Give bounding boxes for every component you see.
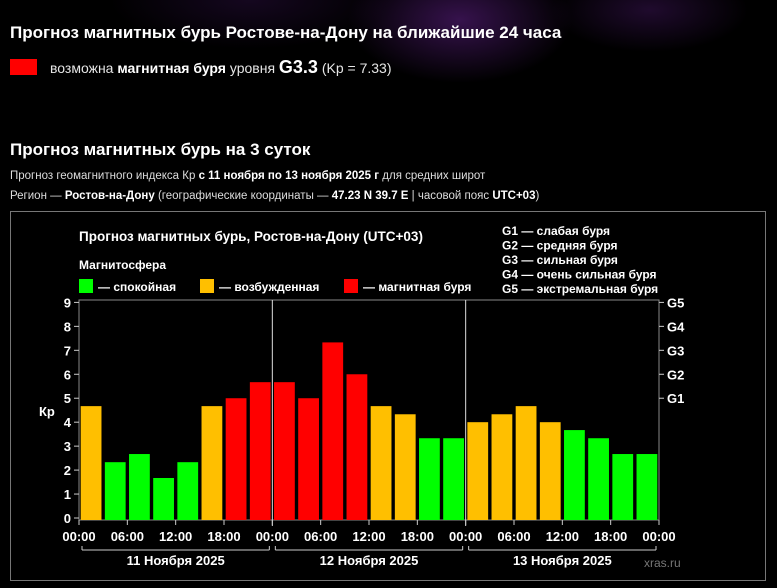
x-tick-label-10: 12:00 — [546, 529, 579, 544]
g-legend-item-2: G3 — сильная буря — [502, 253, 618, 267]
y-axis-label: Кр — [39, 404, 55, 419]
y-tick-label-0: 0 — [64, 511, 71, 526]
subtitle-suffix: для средних широт — [382, 170, 486, 182]
x-tick-label-4: 00:00 — [256, 529, 289, 544]
forecast-subtitle: Прогноз геомагнитного индекса Кр с 11 но… — [10, 170, 485, 182]
legend-label-2: — магнитная буря — [363, 280, 471, 294]
y-tick-label-2: 2 — [64, 463, 71, 478]
bar-5 — [201, 406, 223, 520]
x-tick-label-11: 18:00 — [594, 529, 627, 544]
x-tick-label-5: 06:00 — [304, 529, 337, 544]
g-tick-label-0: G1 — [667, 391, 684, 406]
x-tick-label-12: 00:00 — [642, 529, 675, 544]
g-legend-item-1: G2 — средняя буря — [502, 239, 618, 253]
y-tick-label-7: 7 — [64, 343, 71, 358]
region-subtitle: Регион — Ростов-на-Дону (географические … — [10, 190, 539, 202]
legend-label-0: — спокойная — [98, 280, 176, 294]
bar-16 — [467, 422, 489, 520]
region-tz-prefix: | часовой пояс — [411, 190, 490, 202]
region-prefix: Регион — — [10, 190, 62, 202]
legend-swatch-2 — [344, 279, 358, 293]
x-tick-label-1: 06:00 — [111, 529, 144, 544]
y-tick-label-3: 3 — [64, 439, 71, 454]
x-tick-label-8: 00:00 — [449, 529, 482, 544]
bar-1 — [104, 462, 126, 520]
bar-12 — [370, 406, 392, 520]
bar-4 — [177, 462, 199, 520]
g-tick-label-4: G5 — [667, 295, 684, 310]
bar-23 — [636, 454, 658, 520]
x-tick-label-2: 12:00 — [159, 529, 192, 544]
chart-title: Прогноз магнитных бурь, Ростов-на-Дону (… — [79, 229, 423, 244]
plot-area: 0 1 2 3 4 5 6 7 8 9 G1 G2 G3 G4 G5 00:00 06:00 12:00 18:00… — [62, 295, 685, 568]
region-timezone: UTC+03 — [492, 190, 536, 202]
storm-forecast-line: возможна магнитная буря уровня G3.3 (Kp … — [50, 57, 392, 78]
y-tick-label-1: 1 — [64, 487, 71, 502]
page-title: Прогноз магнитных бурь Ростове-на-Дону н… — [10, 23, 562, 42]
bar-14 — [419, 438, 440, 520]
bar-10 — [322, 342, 344, 520]
legend-label-1: — возбужденная — [219, 280, 319, 294]
bar-2 — [129, 454, 150, 520]
x-tick-label-7: 18:00 — [401, 529, 434, 544]
region-coords-prefix: (географические координаты — — [157, 190, 329, 202]
bar-17 — [491, 414, 513, 520]
storm-prefix: возможна — [50, 60, 114, 76]
region-end: ) — [535, 190, 540, 202]
region-name: Ростов-на-Дону — [64, 190, 155, 202]
x-tick-label-0: 00:00 — [62, 529, 95, 544]
subtitle-date-range: с 11 ноября по 13 ноября 2025 г — [198, 170, 380, 182]
day-label-2: 13 Ноября 2025 — [513, 553, 612, 568]
bar-19 — [539, 422, 561, 520]
storm-level: G3.3 — [278, 57, 318, 77]
x-tick-label-3: 18:00 — [207, 529, 240, 544]
legend-swatch-1 — [200, 279, 214, 293]
bar-21 — [588, 438, 609, 520]
bar-15 — [443, 438, 464, 520]
bar-22 — [612, 454, 634, 520]
section-title: Прогноз магнитных бурь на 3 суток — [10, 140, 311, 159]
region-coords: 47.23 N 39.7 E — [331, 190, 409, 202]
y-tick-label-8: 8 — [64, 319, 71, 334]
y-tick-label-9: 9 — [64, 295, 71, 310]
bar-0 — [80, 406, 102, 520]
bar-7 — [249, 382, 271, 520]
g-tick-label-3: G4 — [667, 319, 685, 334]
storm-color-swatch — [10, 59, 37, 75]
legend-swatch-0 — [79, 279, 93, 293]
bar-20 — [564, 430, 585, 520]
day-label-0: 11 Ноября 2025 — [127, 553, 225, 568]
g-tick-label-2: G3 — [667, 343, 684, 358]
legend-title: Магнитосфера — [79, 258, 166, 272]
storm-bold-label: магнитная буря — [117, 60, 226, 76]
g-legend-item-4: G5 — экстремальная буря — [502, 282, 658, 296]
bar-3 — [153, 477, 174, 520]
storm-kp: (Kp = 7.33) — [321, 60, 392, 76]
y-tick-label-6: 6 — [64, 367, 71, 382]
bar-6 — [225, 398, 247, 520]
storm-mid-text: уровня — [229, 60, 276, 76]
x-tick-label-9: 06:00 — [497, 529, 530, 544]
legend: — спокойная — возбужденная — магнитная бур… — [79, 279, 471, 294]
bar-13 — [394, 414, 416, 520]
bar-18 — [515, 406, 537, 520]
kp-bar-chart: Прогноз магнитных бурь, Ростов-на-Дону (… — [39, 224, 685, 570]
kp-chart-panel: Прогноз магнитных бурь, Ростов-на-Дону (… — [10, 211, 766, 581]
bar-9 — [298, 398, 319, 520]
day-label-1: 12 Ноября 2025 — [320, 553, 419, 568]
g-legend-item-0: G1 — слабая буря — [502, 224, 610, 238]
y-tick-label-5: 5 — [64, 391, 71, 406]
subtitle-prefix: Прогноз геомагнитного индекса Кр — [10, 170, 196, 182]
bar-11 — [346, 374, 368, 520]
y-tick-label-4: 4 — [64, 415, 72, 430]
x-tick-label-6: 12:00 — [352, 529, 385, 544]
g-legend-item-3: G4 — очень сильная буря — [502, 268, 657, 282]
watermark: xras.ru — [644, 556, 681, 570]
bar-8 — [274, 382, 295, 520]
g-tick-label-1: G2 — [667, 367, 684, 382]
